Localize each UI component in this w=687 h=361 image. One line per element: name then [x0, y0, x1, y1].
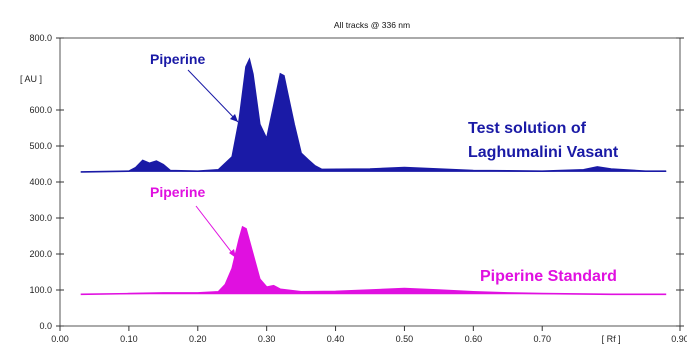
- x-tick-label: 0.50: [396, 334, 414, 344]
- x-tick-label: 0.40: [327, 334, 345, 344]
- annotation-group: Piperine Piperine Test solution of Laghu…: [150, 51, 619, 285]
- y-tick-label: 300.0: [29, 213, 52, 223]
- series-line-0: [80, 57, 667, 173]
- x-tick-label: 0.60: [465, 334, 483, 344]
- y-tick-label: 0.0: [39, 321, 52, 331]
- chart-title: All tracks @ 336 nm: [334, 20, 410, 30]
- series-label-test-line1: Test solution of: [468, 120, 587, 137]
- x-tick-label: 0.70: [533, 334, 551, 344]
- series-line-1: [80, 225, 667, 296]
- annotation-piperine-test: Piperine: [150, 51, 205, 67]
- y-axis-ticks: 0.0 100.0 200.0 300.0 400.0 500.0 600.0 800.0: [29, 33, 684, 331]
- series-label-standard: Piperine Standard: [480, 268, 617, 285]
- annotation-arrow-standard: [195, 205, 237, 259]
- annotation-arrowhead-standard: [229, 249, 236, 258]
- series-label-test-line2: Laghumalini Vasant: [468, 144, 619, 161]
- y-tick-label: 200.0: [29, 249, 52, 259]
- y-tick-label: 600.0: [29, 105, 52, 115]
- y-tick-label: 400.0: [29, 177, 52, 187]
- x-tick-label: 0.30: [258, 334, 276, 344]
- x-axis-ticks: 0.00 0.10 0.20 0.30 0.40 0.50 0.60 0.70 0.90 [ Rf…: [51, 326, 687, 344]
- x-tick-label: 0.00: [51, 334, 69, 344]
- y-axis-label: [ AU ]: [20, 74, 42, 84]
- x-tick-label: 0.20: [189, 334, 207, 344]
- annotation-arrowhead-test: [230, 114, 238, 122]
- annotation-arrow-test: [187, 69, 239, 123]
- x-tick-label: 0.90: [671, 334, 687, 344]
- annotation-piperine-standard: Piperine: [150, 184, 205, 200]
- y-tick-label: 100.0: [29, 285, 52, 295]
- x-axis-label: [ Rf ]: [602, 334, 621, 344]
- x-tick-label: 0.10: [120, 334, 138, 344]
- y-tick-label: 500.0: [29, 141, 52, 151]
- y-tick-label: 800.0: [29, 33, 52, 43]
- series-group: [80, 57, 667, 296]
